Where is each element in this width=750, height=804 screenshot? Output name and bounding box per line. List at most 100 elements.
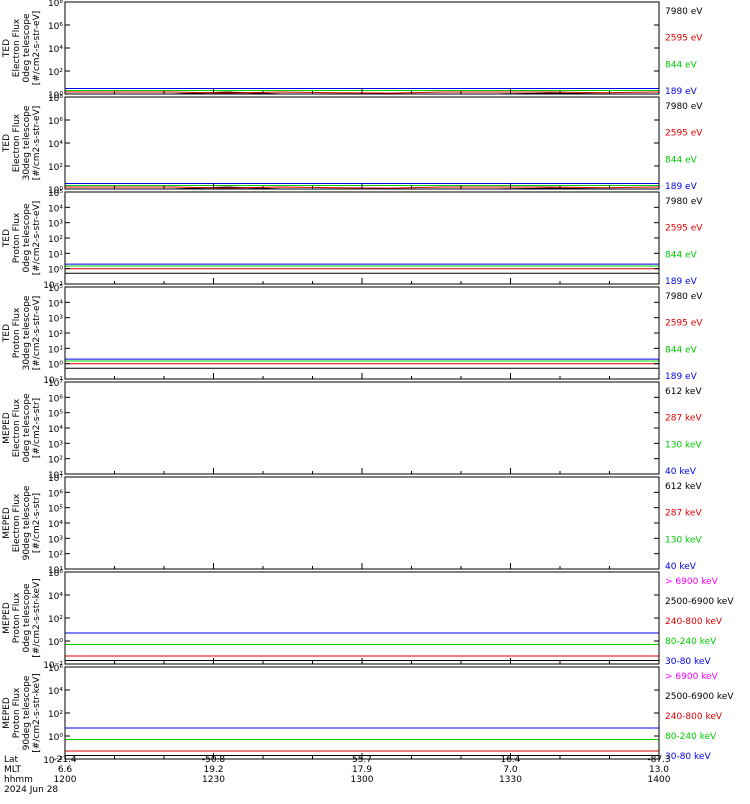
y-axis-label-line: [#/cm2-s-str-keV] xyxy=(32,578,42,657)
y-tick-label: 10⁸ xyxy=(48,0,63,9)
legend-entry: 130 keV xyxy=(665,440,702,450)
y-axis-label-line: Electron Flux xyxy=(12,493,22,552)
legend-entry: 40 keV xyxy=(665,467,697,477)
y-tick-label: 10⁴ xyxy=(48,520,63,530)
y-axis-label-line: Proton Flux xyxy=(12,307,22,358)
y-tick-label: 10⁰ xyxy=(48,91,63,101)
y-tick-label: 10⁴ xyxy=(48,687,63,697)
y-axis-label-line: Electron Flux xyxy=(12,18,22,77)
plot-frame xyxy=(64,666,660,760)
time-tick-hhmm: 1400 xyxy=(648,775,671,785)
y-tick-label: 10⁸ xyxy=(48,94,63,104)
panel-8: 10⁻² 10⁰ 10² 10⁴ 10⁶ MEPEDProton Flux90deg te… xyxy=(2,664,734,766)
y-axis-label-line: TED xyxy=(2,134,12,153)
y-axis-label-line: 0deg telescope xyxy=(22,13,32,83)
time-tick-mlt: 13.0 xyxy=(649,765,669,775)
y-tick-label: 10¹ xyxy=(48,345,63,355)
panel-2: 10⁰ 10² 10⁴ 10⁶ 10⁸ TEDElectron Flux30deg tel… xyxy=(2,94,703,196)
y-tick-label: 10⁵ xyxy=(48,505,63,515)
y-tick-label: 10³ xyxy=(48,220,63,230)
y-axis-label-line: 90deg telescope xyxy=(22,675,32,750)
y-tick-label: 10³ xyxy=(48,535,63,545)
y-tick-label: 10⁶ xyxy=(48,22,63,32)
plot-frame xyxy=(64,286,660,380)
y-axis-label-line: 0deg telescope xyxy=(22,583,32,653)
plot-frame xyxy=(64,571,660,665)
y-tick-label: 10⁶ xyxy=(48,664,63,674)
y-tick-label: 10⁴ xyxy=(48,299,63,309)
y-axis-label-line: Proton Flux xyxy=(12,212,22,263)
y-tick-label: 10² xyxy=(48,68,63,78)
y-tick-label: 10⁴ xyxy=(48,425,63,435)
y-tick-label: 10⁷ xyxy=(48,474,63,484)
legend-entry: 7980 eV xyxy=(665,102,703,112)
y-tick-label: 10⁶ xyxy=(48,569,63,579)
legend-entry: 240-800 keV xyxy=(665,617,723,627)
plot-frame xyxy=(64,96,660,190)
y-tick-label: 10⁰ xyxy=(48,361,63,371)
y-tick-label: 10² xyxy=(48,456,63,466)
y-axis-label-line: TED xyxy=(2,39,12,58)
plot-frame xyxy=(64,381,660,475)
y-axis-label: TEDElectron Flux30deg telescope[#/cm2-s-… xyxy=(2,105,42,180)
y-tick-label: 10⁰ xyxy=(48,186,63,196)
panel-4: 10⁻¹ 10⁰ 10¹ 10² 10³ 10⁴ 10⁵ TEDProton Flux30de… xyxy=(2,284,703,386)
plot-frame xyxy=(64,1,660,95)
y-axis-label-line: MEPED xyxy=(2,412,12,444)
y-axis-label-line: [#/cm2-s-str-eV] xyxy=(32,201,42,276)
time-tick-hhmm: 1200 xyxy=(54,775,77,785)
y-tick-label: 10⁻² xyxy=(43,661,63,671)
y-axis-label: MEPEDProton Flux0deg telescope[#/cm2-s-s… xyxy=(2,578,42,657)
y-tick-label: 10⁶ xyxy=(48,394,63,404)
panel-7: 10⁻² 10⁰ 10² 10⁴ 10⁶ MEPEDProton Flux0deg tel… xyxy=(2,569,734,671)
time-axis-row-label: 2024 Jun 28 xyxy=(4,785,58,795)
legend-entry: 287 keV xyxy=(665,414,702,424)
legend-entry: 2595 eV xyxy=(665,34,703,44)
y-axis-label-line: Proton Flux xyxy=(12,592,22,643)
time-tick-lat: -21.4 xyxy=(53,755,77,765)
y-axis-label: TEDProton Flux0deg telescope[#/cm2-s-str… xyxy=(2,201,42,276)
legend-entry: 2500-6900 keV xyxy=(665,692,734,702)
y-axis-label-line: Proton Flux xyxy=(12,687,22,738)
time-tick-hhmm: 1330 xyxy=(499,775,522,785)
y-tick-label: 10⁵ xyxy=(48,410,63,420)
time-axis-row-label: MLT xyxy=(4,765,22,775)
y-tick-label: 10⁵ xyxy=(48,189,63,199)
y-axis-label-line: [#/cm2-s-str-keV] xyxy=(32,673,42,752)
time-tick-lat: -50.8 xyxy=(202,755,226,765)
legend-entry: 844 eV xyxy=(665,155,698,165)
plot-frame xyxy=(64,191,660,285)
y-axis-label-line: 0deg telescope xyxy=(22,393,32,463)
y-axis-label-line: [#/cm2-s-str-eV] xyxy=(32,11,42,86)
y-tick-label: 10² xyxy=(48,710,63,720)
legend-entry: 130 keV xyxy=(665,535,702,545)
y-axis-label-line: MEPED xyxy=(2,507,12,539)
y-tick-label: 10⁰ xyxy=(48,266,63,276)
time-tick-mlt: 7.0 xyxy=(503,765,518,775)
y-axis-label-line: MEPED xyxy=(2,697,12,729)
legend-entry: 80-240 keV xyxy=(665,637,717,647)
panel-5: 10¹ 10² 10³ 10⁴ 10⁵ 10⁶ 10⁷ MEPEDElectron Flux0… xyxy=(2,379,702,481)
y-tick-label: 10⁰ xyxy=(48,733,63,743)
legend-entry: 7980 eV xyxy=(665,292,703,302)
time-axis-row-label: Lat xyxy=(4,755,19,765)
y-tick-label: 10⁶ xyxy=(48,489,63,499)
legend-entry: > 6900 keV xyxy=(665,577,719,587)
y-axis-label: MEPEDElectron Flux0deg telescope[#/cm2-s… xyxy=(2,393,42,463)
y-axis-label: MEPEDProton Flux90deg telescope[#/cm2-s-… xyxy=(2,673,42,752)
time-tick-mlt: 17.9 xyxy=(352,765,372,775)
y-axis-label-line: 30deg telescope xyxy=(22,295,32,370)
y-axis-label-line: TED xyxy=(2,324,12,343)
y-tick-label: 10² xyxy=(48,235,63,245)
legend-entry: 612 keV xyxy=(665,482,702,492)
time-tick-lat: 55.7 xyxy=(352,755,372,765)
y-tick-label: 10⁻¹ xyxy=(43,376,63,386)
y-tick-label: 10⁵ xyxy=(48,284,63,294)
y-tick-label: 10¹ xyxy=(48,250,63,260)
legend-entry: 189 eV xyxy=(665,372,698,382)
y-tick-label: 10³ xyxy=(48,315,63,325)
y-tick-label: 10⁴ xyxy=(48,204,63,214)
legend-entry: 30-80 keV xyxy=(665,752,711,762)
y-tick-label: 10⁻² xyxy=(43,756,63,766)
